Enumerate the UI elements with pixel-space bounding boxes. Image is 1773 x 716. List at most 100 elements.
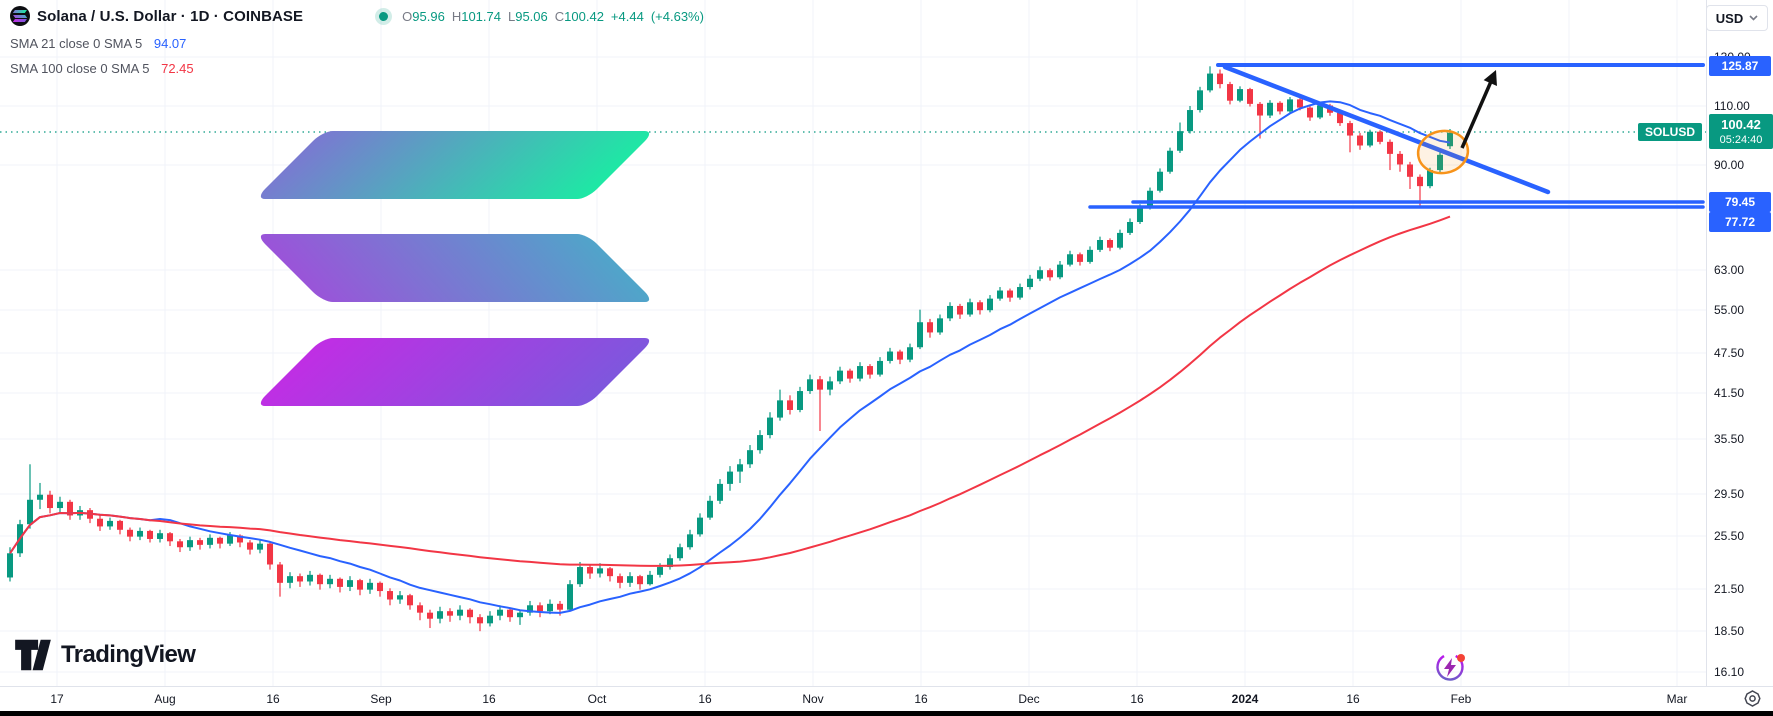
time-label: 17 (50, 692, 64, 706)
candle-body (27, 499, 33, 525)
candle-body (37, 494, 43, 500)
time-label: Feb (1450, 692, 1472, 706)
candle-body (1147, 190, 1153, 208)
candle-body (977, 302, 983, 311)
close-label: C (554, 8, 565, 24)
candle-body (1447, 132, 1453, 147)
candle-body (1007, 290, 1013, 298)
candle-body (587, 567, 593, 574)
candle-body (1207, 73, 1213, 91)
candle-body (637, 576, 643, 585)
candle-body (247, 542, 253, 550)
price-axis[interactable]: 130.00110.0090.0063.0055.0047.5041.5035.… (1706, 0, 1773, 686)
candle-body (307, 574, 313, 582)
candle-body (1047, 270, 1053, 278)
high-label: H (451, 8, 462, 24)
candle-body (1187, 110, 1193, 132)
highlight-ellipse-drawing[interactable] (1415, 127, 1472, 177)
candle-body (757, 435, 763, 451)
indicator-sma100-row[interactable]: SMA 100 close 0 SMA 5 72.45 (10, 61, 194, 76)
candle-body (187, 540, 193, 548)
time-label: 16 (698, 692, 712, 706)
candle-body (137, 530, 143, 537)
axis-settings-gear-icon[interactable] (1744, 690, 1761, 712)
chart-legend: Solana / U.S. Dollar · 1D · COINBASE O95… (10, 6, 704, 26)
tradingview-logo[interactable]: TradingView (14, 638, 196, 672)
sma21-value: 94.07 (153, 36, 187, 51)
candle-body (397, 595, 403, 600)
candle-body (267, 543, 273, 565)
arrow-up-drawing[interactable] (1460, 74, 1496, 149)
candle-body (1167, 150, 1173, 172)
candle-body (357, 580, 363, 590)
drawing-price-badge[interactable]: 125.87 (1709, 56, 1771, 76)
symbol-title[interactable]: Solana / U.S. Dollar · 1D · COINBASE (37, 7, 304, 25)
candle-body (857, 366, 863, 379)
notification-dot (1457, 654, 1465, 662)
candle-body (887, 351, 893, 361)
time-label: Mar (1666, 692, 1688, 706)
currency-selector-button[interactable]: USD (1706, 5, 1768, 31)
current-price-badge: 100.42 05:24:40 (1709, 114, 1773, 149)
market-status-icon[interactable] (379, 11, 389, 21)
candle-body (427, 612, 433, 619)
candle-body (507, 609, 513, 618)
candle-body (707, 500, 713, 518)
sma-21-line (9, 100, 1451, 614)
candle-body (1017, 287, 1023, 298)
price-tick-label: 90.00 (1714, 158, 1745, 172)
candle-body (1437, 154, 1443, 171)
candle-body (1127, 221, 1133, 233)
candle-body (797, 391, 803, 410)
indicator-sma21-row[interactable]: SMA 21 close 0 SMA 5 94.07 (10, 36, 186, 51)
candle-body (967, 302, 973, 315)
candle-body (1307, 107, 1313, 118)
price-tick-label: 18.50 (1714, 624, 1745, 638)
candle-body (747, 450, 753, 465)
sma-100-line (9, 215, 1451, 567)
close-value: 100.42 (564, 8, 604, 24)
change-value: +4.44 (610, 8, 644, 24)
candle-body (1337, 112, 1343, 124)
flash-quick-action-button[interactable] (1434, 649, 1468, 683)
candle-body (1087, 249, 1093, 262)
time-label: Oct (587, 692, 607, 706)
candle-body (767, 417, 773, 436)
open-value: 95.96 (412, 8, 445, 24)
candle-body (447, 611, 453, 616)
drawing-price-badge[interactable]: 77.72 (1709, 212, 1771, 232)
candle-body (287, 576, 293, 583)
candle-body (1247, 89, 1253, 104)
candle-body (1417, 176, 1423, 187)
solana-logo-icon (10, 6, 30, 26)
currency-label: USD (1715, 10, 1744, 26)
candle-body (577, 567, 583, 585)
candle-body (597, 568, 603, 574)
candle-body (1267, 102, 1273, 116)
candle-body (777, 400, 783, 418)
time-label: 16 (482, 692, 496, 706)
candle-body (937, 318, 943, 333)
time-label: 16 (266, 692, 280, 706)
price-tick-label: 21.50 (1714, 582, 1745, 596)
drawing-price-badge[interactable]: 79.45 (1709, 192, 1771, 212)
candle-body (547, 603, 553, 612)
descending-trendline-drawing[interactable] (1222, 64, 1551, 195)
time-label: Dec (1018, 692, 1040, 706)
candle-body (177, 541, 183, 548)
time-axis[interactable]: 17 Aug 16 Sep 16 Oct 16 Nov 16 Dec 16 2024 16 Feb Mar (0, 686, 1773, 712)
candle-body (467, 609, 473, 618)
candle-body (1357, 135, 1363, 146)
candle-body (877, 360, 883, 375)
price-tick-label: 35.50 (1714, 432, 1745, 446)
candle-body (657, 567, 663, 575)
candle-body (627, 576, 633, 583)
sma21-label: SMA 21 close 0 SMA 5 (10, 36, 143, 51)
sma100-value: 72.45 (161, 61, 194, 76)
candle-body (1287, 99, 1293, 112)
bar-countdown: 05:24:40 (1719, 134, 1763, 146)
candle-body (107, 520, 113, 527)
candle-body (917, 322, 923, 348)
